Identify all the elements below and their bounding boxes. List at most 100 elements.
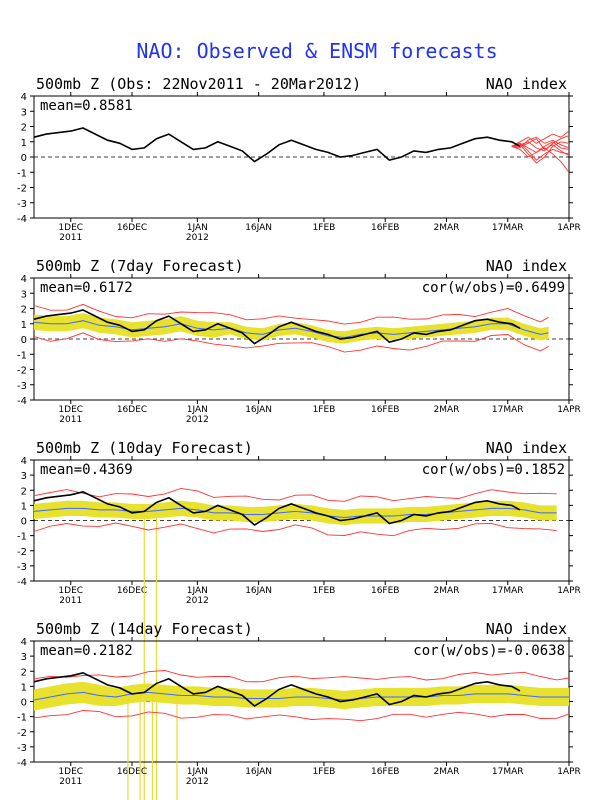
member-lower-line <box>33 332 549 353</box>
y-tick-label: 4 <box>21 456 27 467</box>
panel-index-label: NAO index <box>486 620 567 638</box>
y-tick-label: -2 <box>17 184 27 195</box>
x-tick-label: 1FEB <box>313 223 336 233</box>
mean-label: mean=0.4369 <box>40 462 133 478</box>
x-tick-label: 1JAN <box>187 223 208 233</box>
y-tick-label: 3 <box>21 471 27 482</box>
y-tick-label: -1 <box>17 350 27 361</box>
y-tick-label: 1 <box>21 682 27 693</box>
x-tick-label: 16JAN <box>245 223 272 233</box>
x-tick-year: 2012 <box>186 233 209 243</box>
observed-line <box>33 127 521 163</box>
x-tick-label: 2MAR <box>434 223 460 233</box>
x-tick-label: 1FEB <box>313 405 336 415</box>
x-tick-label: 16FEB <box>371 223 400 233</box>
spread-band <box>34 681 569 711</box>
panel-2: 500mb Z (7day Forecast) NAO index -4 -3 -2 -1… <box>17 257 581 425</box>
y-tick-label: -3 <box>17 199 27 210</box>
ensemble-mean-line <box>33 507 557 519</box>
x-tick-label: 16DEC <box>117 767 147 777</box>
x-tick-label: 1JAN <box>187 586 208 596</box>
forecast-member-line <box>511 130 570 147</box>
x-tick-label: 1DEC <box>58 767 83 777</box>
y-tick-label: 0 <box>21 335 27 346</box>
x-tick-label: 1DEC <box>58 223 83 233</box>
y-tick-label: 2 <box>21 123 27 134</box>
panel-3: 500mb Z (10day Forecast) NAO index -4 -3 -2 -… <box>17 439 581 800</box>
mean-label-bg <box>38 280 142 296</box>
x-tick-label: 1FEB <box>313 767 336 777</box>
x-tick-label: 1APR <box>557 223 581 233</box>
y-tick-label: -2 <box>17 728 27 739</box>
x-tick-label: 17MAR <box>492 223 524 233</box>
panel-index-label: NAO index <box>486 75 567 93</box>
forecast-member-line <box>511 138 570 156</box>
mean-label-bg <box>38 98 142 114</box>
y-tick-label: 4 <box>21 92 27 103</box>
x-tick-label: 17MAR <box>492 405 524 415</box>
x-tick-year: 2011 <box>59 596 82 606</box>
y-tick-label: -4 <box>17 758 27 769</box>
y-tick-label: -3 <box>17 743 27 754</box>
y-tick-label: -1 <box>17 532 27 543</box>
y-tick-label: -4 <box>17 214 27 225</box>
x-tick-year: 2012 <box>186 596 209 606</box>
y-tick-label: -4 <box>17 396 27 407</box>
x-tick-label: 16FEB <box>371 586 400 596</box>
y-tick-label: 1 <box>21 320 27 331</box>
panel-index-label: NAO index <box>486 257 567 275</box>
x-tick-label: 16FEB <box>371 767 400 777</box>
mean-label: mean=0.8581 <box>40 98 133 114</box>
panel-title: 500mb Z (7day Forecast) <box>36 257 244 275</box>
mean-label-bg <box>38 643 142 659</box>
y-tick-label: 4 <box>21 637 27 648</box>
x-tick-label: 16JAN <box>245 405 272 415</box>
x-tick-label: 1DEC <box>58 405 83 415</box>
panel-index-label: NAO index <box>486 439 567 457</box>
x-tick-label: 1JAN <box>187 767 208 777</box>
panel-title: 500mb Z (10day Forecast) <box>36 439 253 457</box>
x-tick-label: 16DEC <box>117 586 147 596</box>
forecast-member-line <box>511 141 570 153</box>
y-tick-label: 0 <box>21 153 27 164</box>
member-upper-line <box>33 487 557 502</box>
x-tick-label: 1DEC <box>58 586 83 596</box>
mean-label: mean=0.6172 <box>40 280 133 296</box>
mean-label: mean=0.2182 <box>40 643 133 659</box>
y-tick-label: 2 <box>21 486 27 497</box>
y-tick-label: -1 <box>17 713 27 724</box>
y-tick-label: 2 <box>21 305 27 316</box>
y-tick-label: 3 <box>21 652 27 663</box>
y-tick-label: 3 <box>21 289 27 300</box>
x-tick-label: 2MAR <box>434 586 460 596</box>
panel-title: 500mb Z (Obs: 22Nov2011 - 20Mar2012) <box>36 75 361 93</box>
x-tick-label: 1JAN <box>187 405 208 415</box>
y-tick-label: 2 <box>21 667 27 678</box>
y-tick-label: 4 <box>21 274 27 285</box>
y-tick-label: 3 <box>21 107 27 118</box>
y-tick-label: -2 <box>17 547 27 558</box>
x-tick-label: 16JAN <box>245 767 272 777</box>
panel-4: 500mb Z (14day Forecast) NAO index -4 -3 -2 -… <box>17 620 581 800</box>
observed-line <box>33 490 521 526</box>
x-tick-year: 2011 <box>59 777 82 787</box>
x-tick-label: 1APR <box>557 405 581 415</box>
x-tick-label: 17MAR <box>492 767 524 777</box>
cor-label-bg <box>410 462 567 478</box>
x-tick-year: 2012 <box>186 415 209 425</box>
y-tick-label: 0 <box>21 517 27 528</box>
x-tick-year: 2011 <box>59 233 82 243</box>
cor-label-bg <box>410 643 567 659</box>
observed-line <box>33 671 521 707</box>
panel-title: 500mb Z (14day Forecast) <box>36 620 253 638</box>
cor-label-bg <box>410 280 567 296</box>
observed-line <box>33 309 521 345</box>
x-tick-label: 16DEC <box>117 223 147 233</box>
member-upper-line <box>33 670 570 683</box>
y-tick-label: -1 <box>17 168 27 179</box>
y-tick-label: -4 <box>17 577 27 588</box>
y-tick-label: -2 <box>17 366 27 377</box>
x-tick-label: 1FEB <box>313 586 336 596</box>
x-tick-label: 16FEB <box>371 405 400 415</box>
